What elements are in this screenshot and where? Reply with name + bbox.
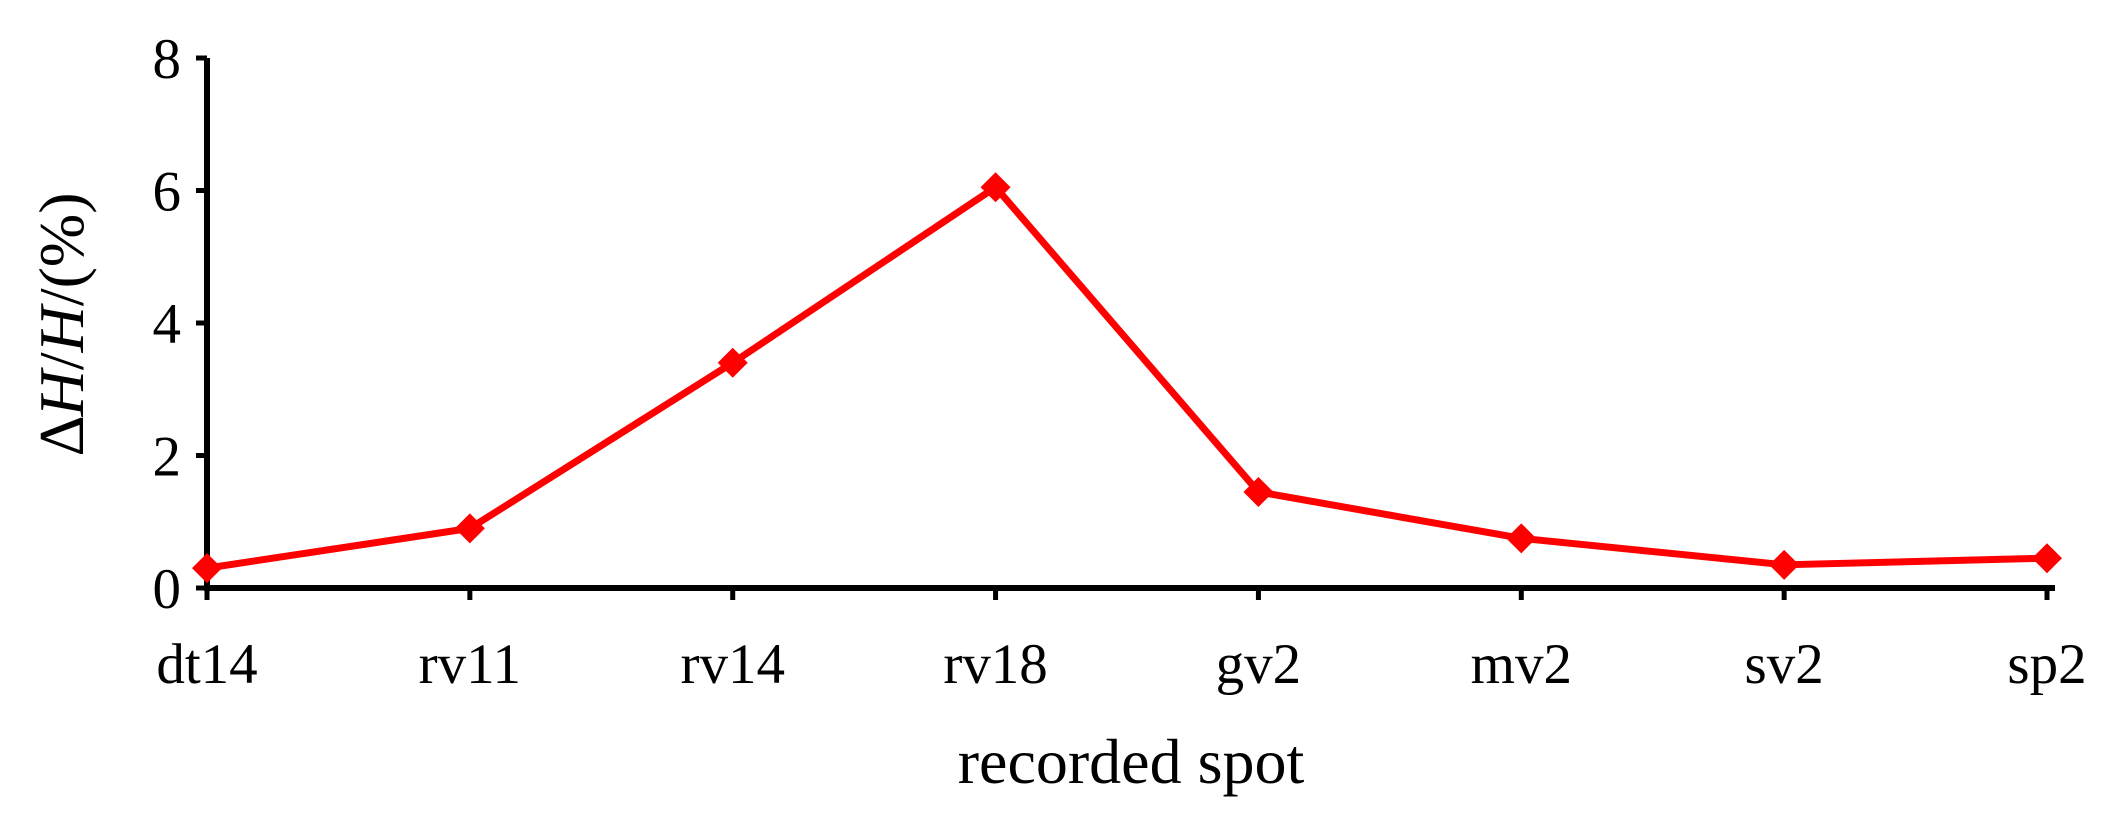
data-point-marker <box>2032 543 2062 574</box>
x-tick-label: rv11 <box>419 633 521 696</box>
x-axis-title: recorded spot <box>958 726 1305 797</box>
x-tick-label: dt14 <box>156 633 257 696</box>
x-tick-label: rv14 <box>680 633 784 696</box>
x-tick-label: sv2 <box>1745 633 1824 696</box>
y-ticks: 0 2 4 6 8 <box>153 28 207 621</box>
series-layer <box>192 172 2062 584</box>
x-tick-label: gv2 <box>1216 633 1302 696</box>
y-tick-label: 6 <box>153 161 182 224</box>
y-tick-label: 0 <box>153 558 182 621</box>
y-axis-title-part: / <box>26 352 97 370</box>
y-tick-label: 4 <box>153 293 182 356</box>
x-tick-label: sp2 <box>2007 633 2086 696</box>
data-point-marker <box>980 172 1011 203</box>
x-tick-label: rv18 <box>943 633 1047 696</box>
data-point-marker <box>1769 549 1800 580</box>
y-axis-title-part: H <box>26 366 97 417</box>
y-tick-label: 8 <box>153 28 182 91</box>
data-point-marker <box>1243 476 1274 507</box>
series-line <box>206 183 2048 572</box>
data-point-marker <box>454 513 485 544</box>
y-axis-title-part: ∆ <box>26 416 97 455</box>
axes <box>204 58 2055 591</box>
y-axis-title-part: /(%) <box>26 192 97 306</box>
data-point-marker <box>192 553 222 584</box>
x-tick-label: mv2 <box>1471 633 1572 696</box>
x-ticks: dt14 rv11 rv14 rv18 gv2 mv2 sv2 sp2 <box>156 588 2087 696</box>
y-tick-label: 2 <box>153 426 182 489</box>
data-point-marker <box>717 347 748 378</box>
data-point-marker <box>1506 523 1537 554</box>
y-axis-title: ∆H/H/(%) <box>26 192 97 455</box>
y-axis-title-part: H <box>26 302 97 353</box>
